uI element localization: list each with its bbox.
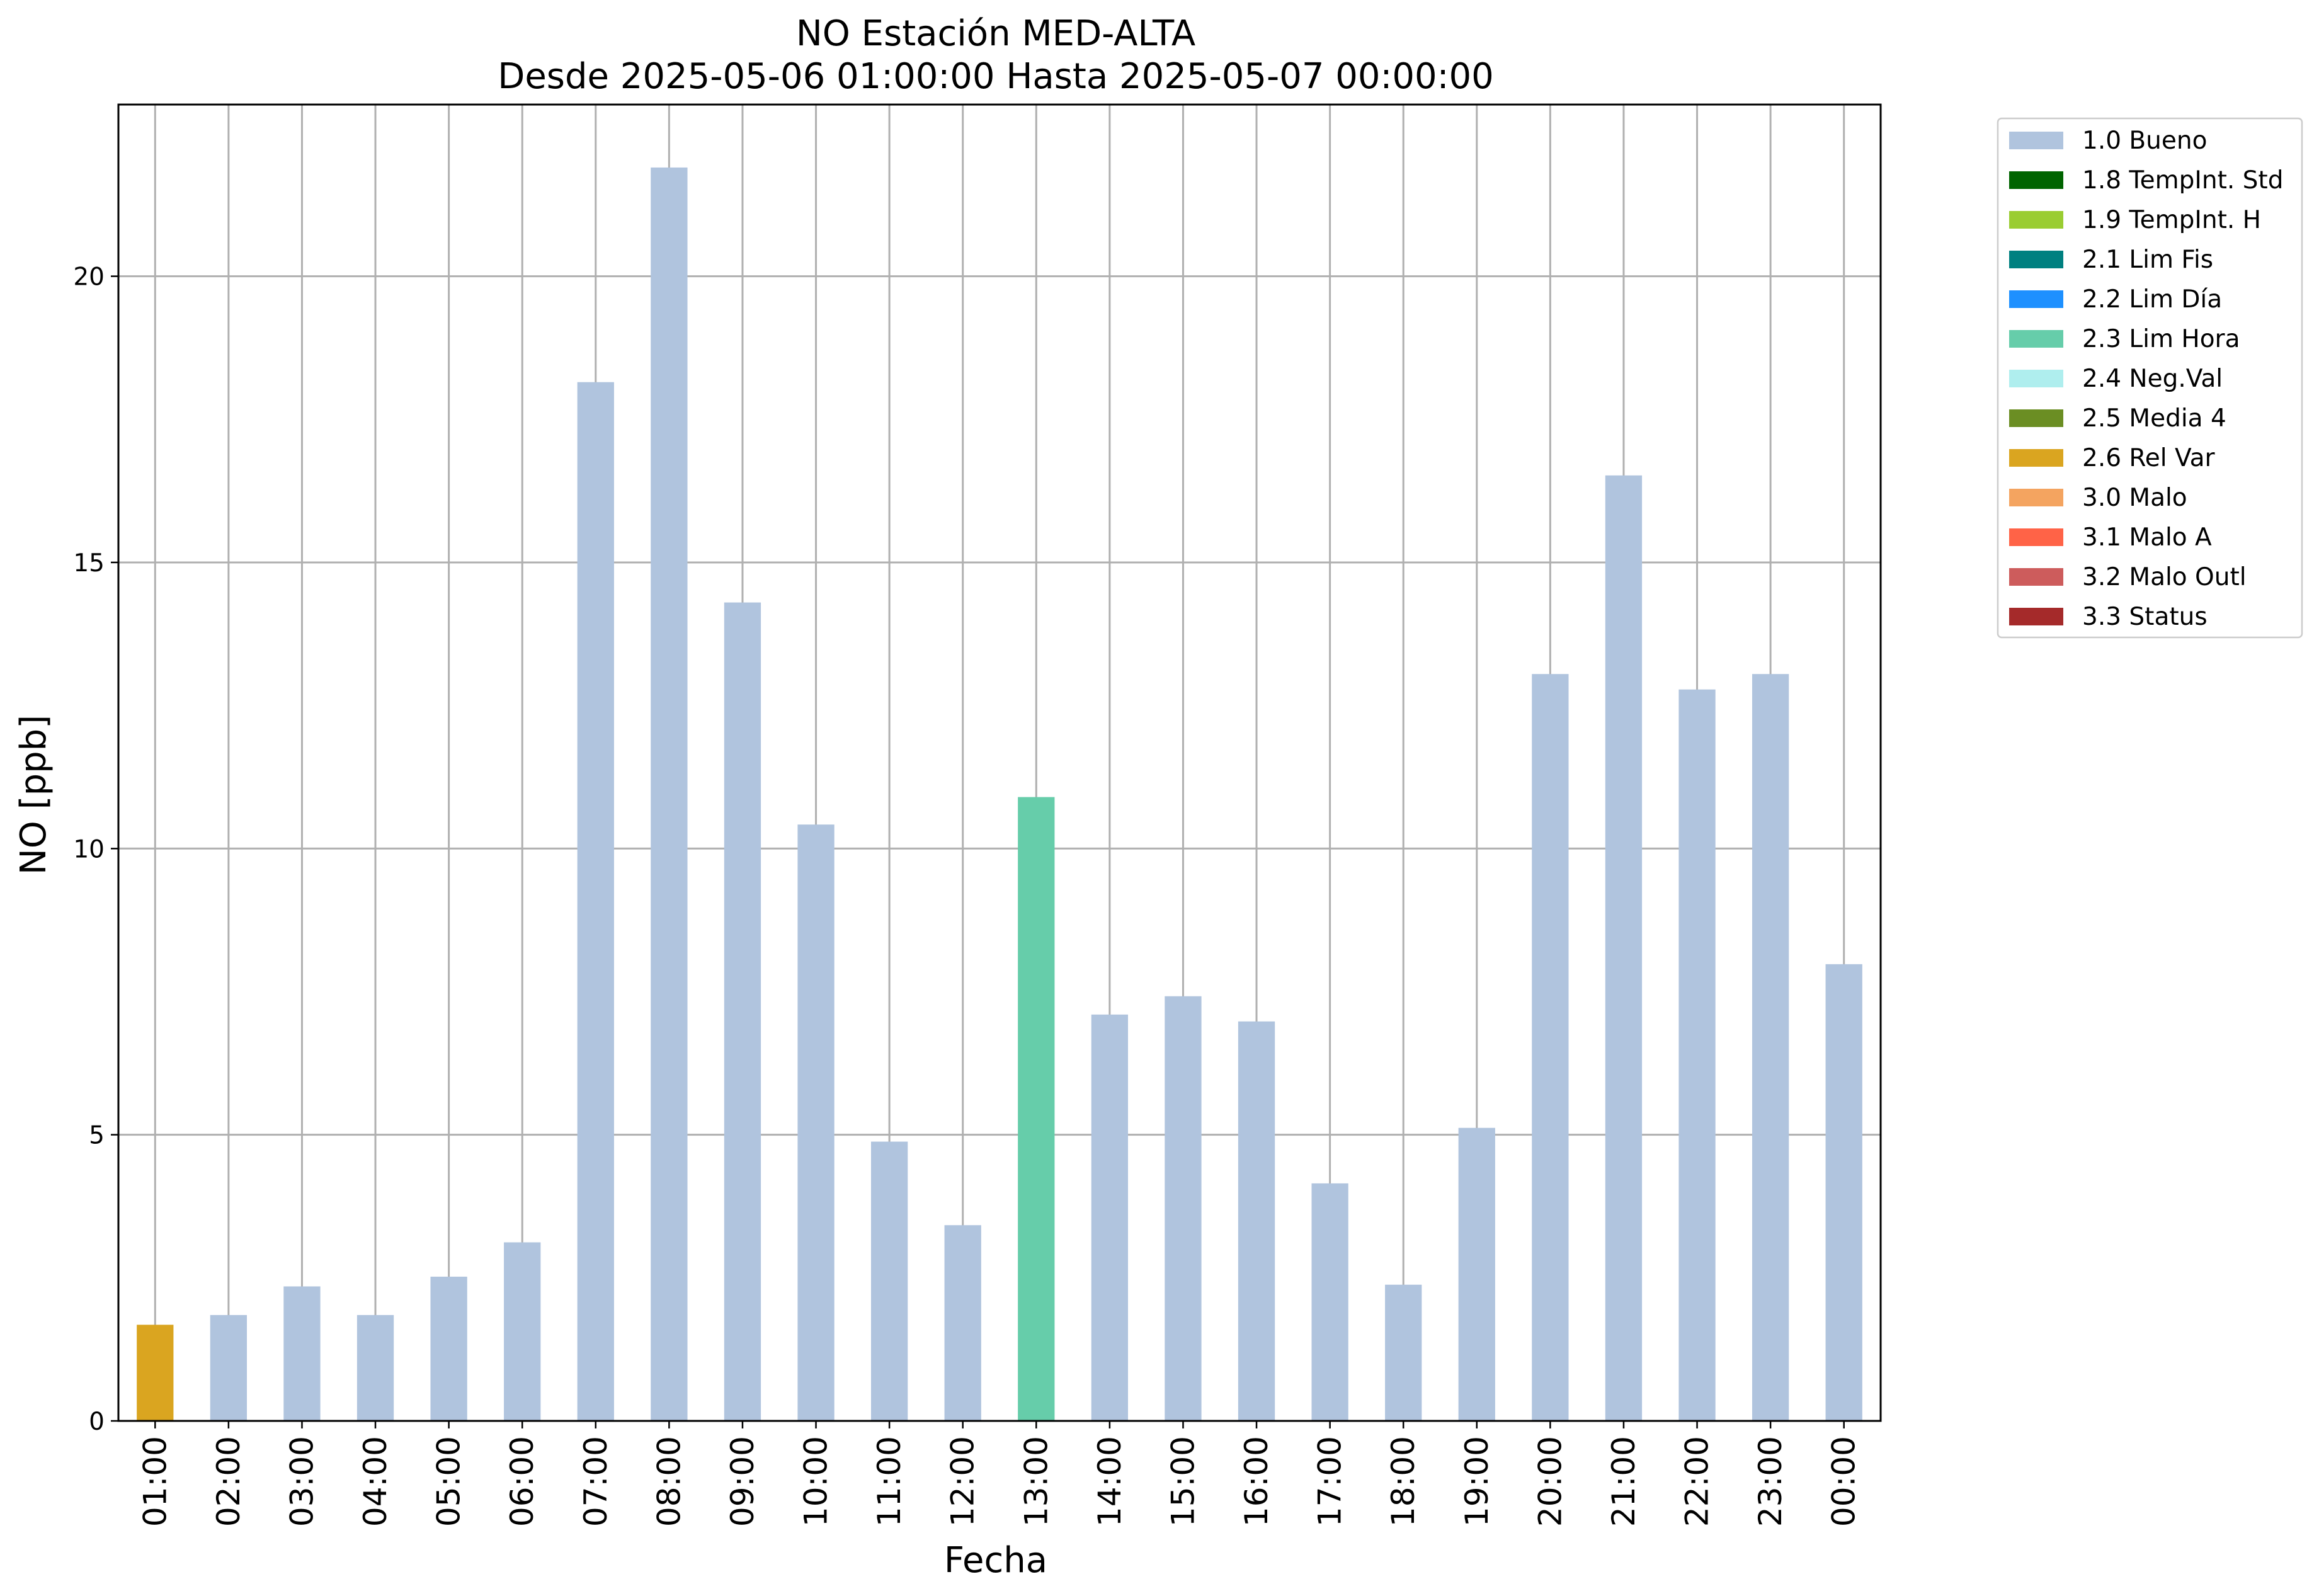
legend-items: 1.0 Bueno 1.8 TempInt. Std 1.9 TempInt. H 2… (2009, 127, 2283, 631)
bar-0000 (1825, 964, 1862, 1421)
legend-swatch (2009, 132, 2063, 149)
x-tick-label: 04:00 (357, 1436, 394, 1527)
x-tick-label: 01:00 (137, 1436, 173, 1527)
legend-entry-label: 1.9 TempInt. H (2082, 206, 2261, 234)
legend-frame (1997, 117, 2303, 639)
bars-layer (137, 167, 1862, 1422)
legend-swatch (2009, 251, 2063, 268)
legend: 1.0 Bueno 1.8 TempInt. Std 1.9 TempInt. H 2… (1997, 117, 2303, 639)
legend-swatch (2009, 528, 2063, 546)
legend-entry-label: 3.3 Status (2082, 603, 2208, 631)
bar-2200 (1678, 689, 1716, 1421)
legend-swatch (2009, 608, 2063, 625)
y-axis-label: NO [ppb] (13, 715, 54, 875)
x-tick-label: 02:00 (210, 1436, 247, 1527)
x-tick-label: 20:00 (1532, 1436, 1568, 1527)
x-tick-label: 13:00 (1018, 1436, 1054, 1527)
x-tick-label: 22:00 (1679, 1436, 1716, 1527)
legend-swatch (2009, 330, 2063, 348)
legend-swatch (2009, 449, 2063, 467)
x-axis-label: Fecha (944, 1540, 1047, 1581)
x-tick-label: 00:00 (1826, 1436, 1862, 1527)
x-tick-label: 15:00 (1165, 1436, 1201, 1527)
bar-0200 (210, 1314, 248, 1421)
legend-entry-label: 2.2 Lim Día (2082, 285, 2222, 314)
bar-0100 (137, 1325, 174, 1421)
legend-swatch (2009, 568, 2063, 586)
legend-entry-label: 3.2 Malo Outl (2082, 563, 2247, 591)
bar-1300 (1018, 797, 1055, 1421)
y-tick-label: 20 (73, 263, 105, 292)
x-tick-label: 23:00 (1752, 1436, 1789, 1527)
plot-frame (117, 103, 1882, 1422)
legend-swatch (2009, 409, 2063, 427)
x-tick-label: 12:00 (945, 1436, 981, 1527)
legend-entry-label: 2.6 Rel Var (2082, 444, 2216, 472)
bar-0700 (577, 382, 614, 1421)
bar-2000 (1532, 674, 1569, 1421)
x-axis-ticks: 01:00 02:00 03:00 04:00 05:00 06:00 07:00 08:00… (137, 1421, 1862, 1527)
legend-swatch (2009, 211, 2063, 229)
bar-0900 (724, 602, 761, 1422)
bar-0600 (504, 1242, 541, 1421)
y-tick-label: 5 (89, 1122, 105, 1150)
legend-swatch (2009, 489, 2063, 506)
x-tick-label: 14:00 (1091, 1436, 1128, 1527)
bar-1100 (870, 1141, 908, 1421)
bar-0400 (356, 1314, 394, 1421)
x-tick-label: 08:00 (651, 1436, 687, 1527)
bar-1900 (1458, 1127, 1495, 1421)
legend-swatch (2009, 370, 2063, 387)
legend-entry-label: 2.3 Lim Hora (2082, 325, 2240, 353)
chart-subtitle: Desde 2025-05-06 01:00:00 Hasta 2025-05-… (498, 56, 1494, 97)
legend-swatch (2009, 290, 2063, 308)
x-tick-label: 10:00 (798, 1436, 835, 1527)
y-tick-label: 15 (73, 549, 105, 578)
x-tick-label: 03:00 (283, 1436, 320, 1527)
x-tick-label: 06:00 (504, 1436, 540, 1527)
x-tick-label: 18:00 (1385, 1436, 1422, 1527)
legend-swatch (2009, 171, 2063, 189)
x-tick-label: 05:00 (431, 1436, 467, 1527)
bar-2100 (1605, 475, 1643, 1422)
legend-entry-label: 1.8 TempInt. Std (2082, 166, 2283, 195)
bar-1500 (1165, 996, 1202, 1421)
bar-0800 (651, 167, 688, 1421)
bar-1800 (1385, 1284, 1422, 1421)
x-tick-label: 21:00 (1605, 1436, 1642, 1527)
x-tick-label: 19:00 (1459, 1436, 1495, 1527)
bar-0500 (430, 1277, 467, 1421)
bar-2300 (1752, 674, 1789, 1421)
bar-1400 (1091, 1014, 1129, 1421)
y-axis-ticks: 0 5 10 15 20 (73, 263, 118, 1436)
legend-entry-label: 1.0 Bueno (2082, 127, 2207, 155)
legend-entry-label: 2.4 Neg.Val (2082, 365, 2223, 393)
legend-entry-label: 2.1 Lim Fis (2082, 246, 2213, 274)
y-tick-label: 10 (73, 835, 105, 864)
y-tick-label: 0 (89, 1408, 105, 1436)
x-tick-label: 17:00 (1312, 1436, 1348, 1527)
bar-0300 (283, 1286, 321, 1421)
legend-entry-label: 2.5 Media 4 (2082, 404, 2226, 433)
legend-entry-label: 3.1 Malo A (2082, 523, 2212, 552)
bar-1700 (1311, 1183, 1348, 1421)
chart-title: NO Estación MED-ALTA (796, 13, 1195, 54)
bar-1000 (797, 824, 835, 1421)
legend-entry-label: 3.0 Malo (2082, 484, 2187, 512)
x-tick-label: 11:00 (871, 1436, 908, 1527)
bar-1600 (1238, 1021, 1275, 1421)
x-tick-label: 09:00 (724, 1436, 761, 1527)
x-tick-label: 16:00 (1238, 1436, 1275, 1527)
x-tick-label: 07:00 (578, 1436, 614, 1527)
bar-1200 (944, 1225, 981, 1421)
